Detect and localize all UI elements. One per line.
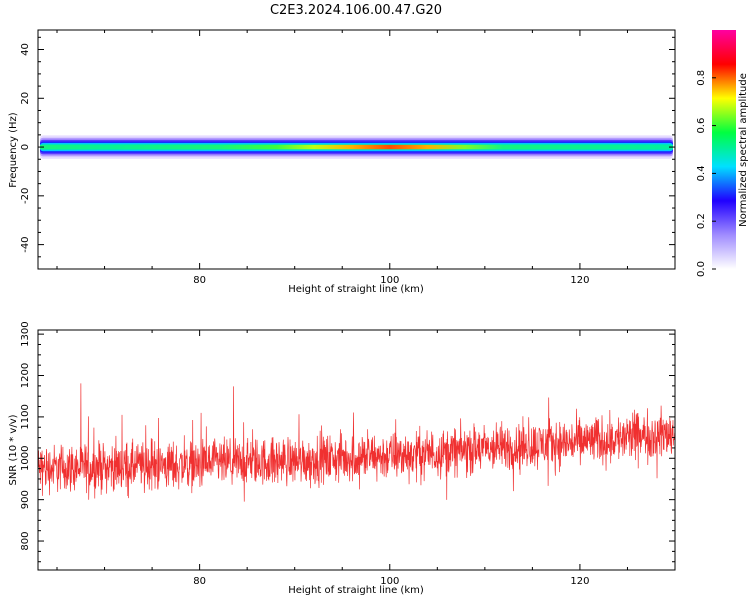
snr-x-tick-label-100: 100: [380, 576, 399, 587]
y-tick-label-20: 20: [20, 92, 31, 105]
spectrogram-frame: [37, 29, 676, 270]
y-tick-label--20: -20: [20, 188, 31, 204]
spectrogram-axes: 80 100 120 40 20 0 -20 -40: [20, 30, 676, 286]
y-tick-label-40: 40: [20, 43, 31, 56]
spectrogram-band: [40, 135, 673, 159]
snr-xlabel: Height of straight line (km): [288, 585, 424, 596]
snr-x-tick-label-80: 80: [193, 576, 206, 587]
snr-ylabel: SNR (10 * v/v): [8, 414, 19, 485]
figure-title: C2E3.2024.106.00.47.G20: [270, 3, 442, 18]
cb-tick-label-0.8: 0.8: [696, 70, 707, 86]
x-tick-label-100: 100: [380, 275, 399, 286]
colorbar-gradient: [712, 30, 736, 269]
y-tick-label-0: 0: [20, 144, 31, 150]
colorbar-label: Normalized spectral amplitude: [738, 73, 749, 227]
band-core: [40, 144, 673, 150]
snr-y-tick-label-1000: 1000: [20, 446, 31, 471]
cb-tick-label-0.2: 0.2: [696, 213, 707, 229]
cb-tick-label-0: 0.0: [696, 261, 707, 277]
colorbar: 0.0 0.2 0.4 0.6 0.8 Normalized spectral ampl…: [696, 30, 749, 277]
snr-y-tick-label-900: 900: [20, 490, 31, 509]
cb-tick-label-0.4: 0.4: [696, 165, 707, 181]
x-tick-label-120: 120: [570, 275, 589, 286]
snr-y-tick-label-1100: 1100: [20, 404, 31, 429]
snr-y-tick-label-1300: 1300: [20, 321, 31, 346]
y-tick-label--40: -40: [20, 236, 31, 252]
snr-plot: 80 100 120 800 900 1000 1100 1200 1300 Height of…: [8, 321, 676, 596]
snr-y-tick-label-1200: 1200: [20, 363, 31, 388]
snr-axes: 80 100 120 800 900 1000 1100 1200 1300: [20, 321, 676, 587]
cb-tick-label-0.6: 0.6: [696, 118, 707, 134]
spectrogram-xlabel: Height of straight line (km): [288, 284, 424, 295]
snr-y-tick-label-800: 800: [20, 531, 31, 550]
snr-clip: [38, 383, 675, 502]
colorbar-axes: 0.0 0.2 0.4 0.6 0.8: [696, 70, 716, 277]
spectrogram-ylabel: Frequency (Hz): [8, 112, 19, 188]
snr-x-tick-label-120: 120: [570, 576, 589, 587]
snr-series-line: [38, 383, 675, 502]
spectrogram-plot: 80 100 120 40 20 0 -20 -40 Height of straight l…: [8, 29, 676, 295]
snr-frame: [37, 329, 676, 571]
x-tick-label-80: 80: [193, 275, 206, 286]
